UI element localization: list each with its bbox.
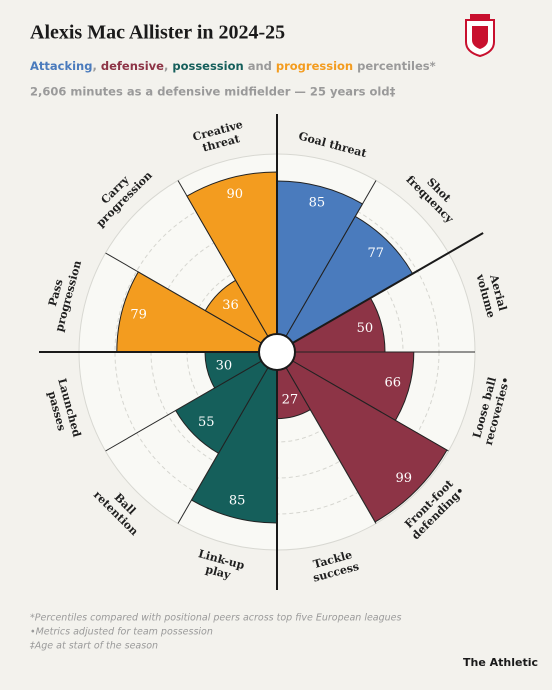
subtitle-group: progression xyxy=(276,59,353,73)
subtitle-group: defensive xyxy=(101,59,164,73)
footnote: ‡Age at start of the season xyxy=(29,641,158,652)
value-label: 90 xyxy=(227,187,244,202)
subtitle-text: , xyxy=(92,59,100,73)
footnote: *Percentiles compared with positional pe… xyxy=(30,613,402,624)
value-label: 36 xyxy=(222,298,239,313)
club-crest xyxy=(465,14,495,58)
subtitle-group: possession xyxy=(172,59,243,73)
chart-title: Alexis Mac Allister in 2024-25 xyxy=(30,22,285,44)
subtitle-text: percentiles* xyxy=(353,59,436,73)
group-divider xyxy=(276,232,484,353)
value-label: 85 xyxy=(309,196,326,211)
subtitle-text: and xyxy=(244,59,276,73)
description: 2,606 minutes as a defensive midfielder … xyxy=(30,85,396,99)
value-label: 66 xyxy=(384,376,401,391)
subtitle-text: , xyxy=(164,59,172,73)
subtitle: Attacking, defensive, possession and pro… xyxy=(30,59,436,73)
center-hole xyxy=(258,333,296,371)
value-label: 85 xyxy=(229,493,246,508)
value-label: 99 xyxy=(395,471,412,486)
value-label: 30 xyxy=(216,359,233,374)
value-label: 77 xyxy=(367,246,384,261)
value-label: 79 xyxy=(130,307,147,322)
value-label: 55 xyxy=(198,415,215,430)
value-label: 50 xyxy=(357,321,374,336)
subtitle-group: Attacking xyxy=(30,59,92,73)
category-label-line: play xyxy=(204,563,232,582)
footnote: •Metrics adjusted for team possession xyxy=(30,627,213,638)
value-label: 27 xyxy=(282,392,299,407)
source: The Athletic xyxy=(463,656,538,669)
